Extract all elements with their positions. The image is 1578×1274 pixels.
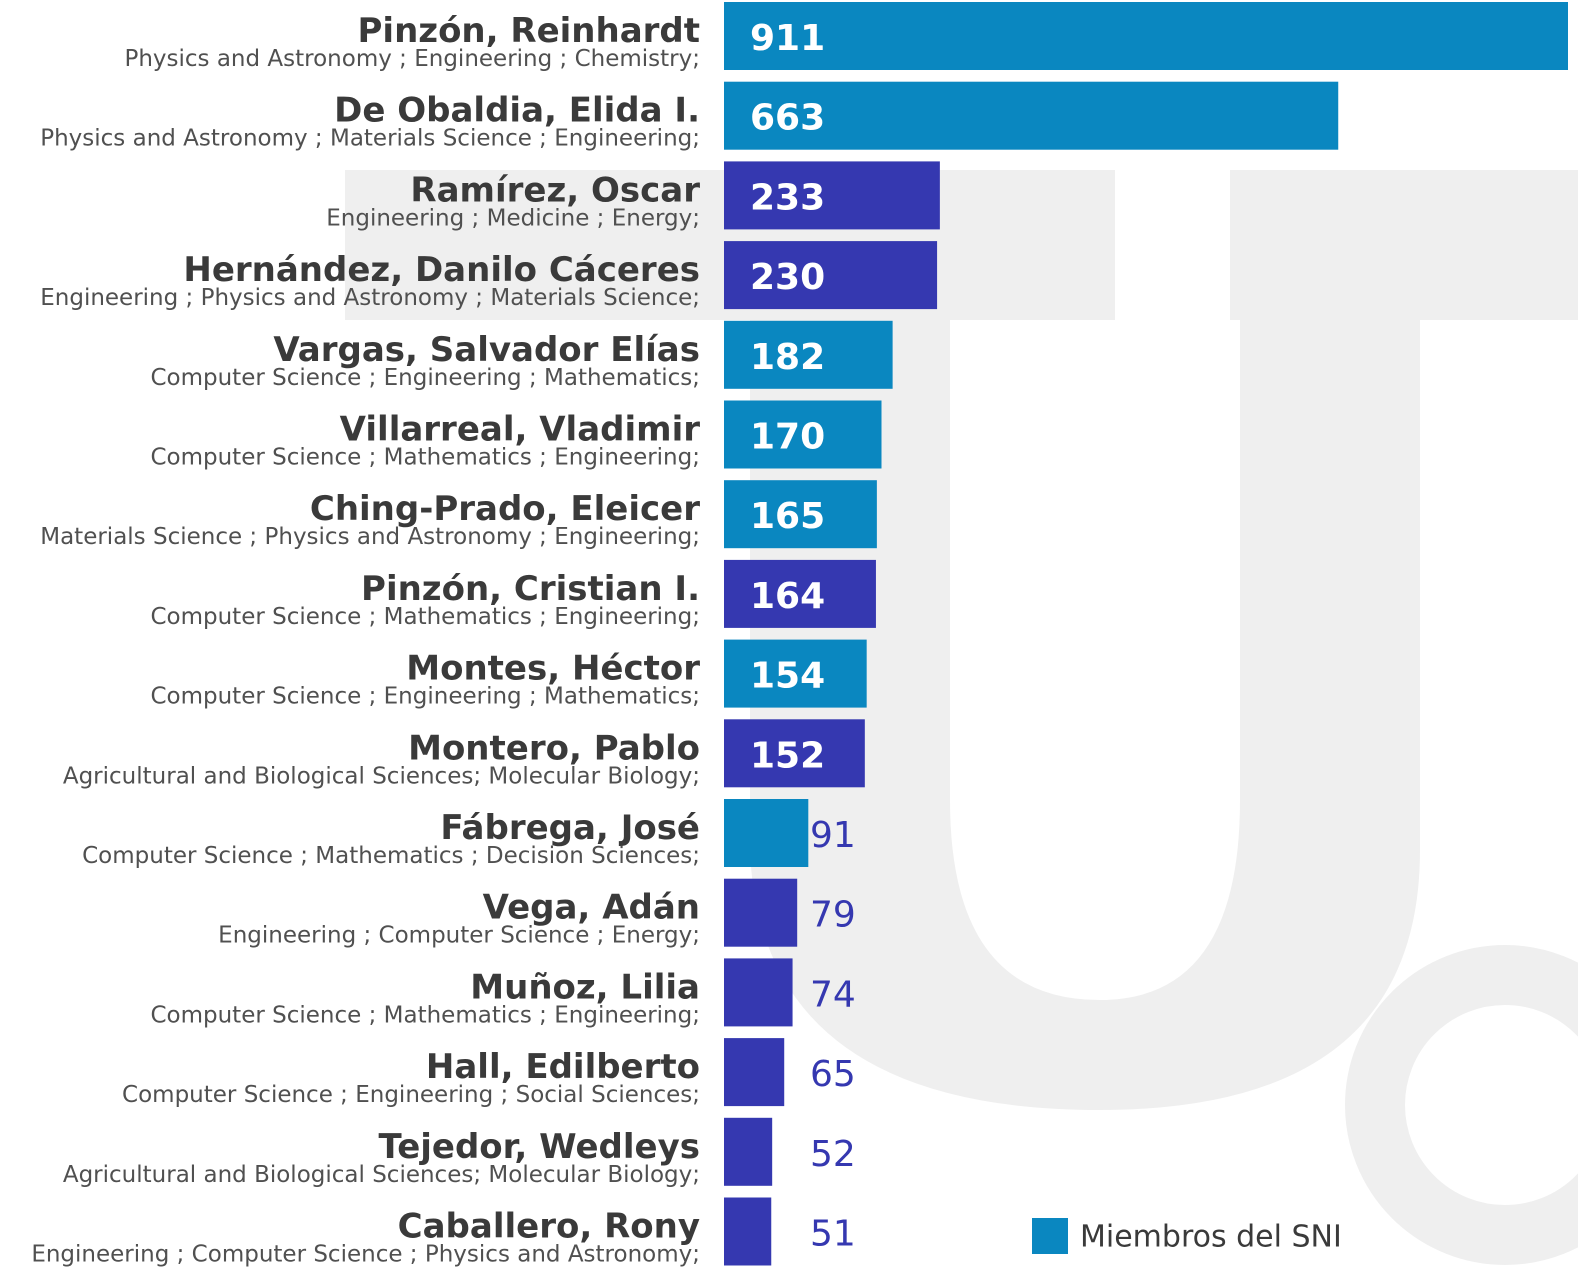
value-label: 52 — [810, 1134, 856, 1175]
value-label: 65 — [810, 1054, 856, 1095]
bar — [724, 1117, 773, 1186]
bar — [724, 320, 893, 389]
category-subtitle: Physics and Astronomy ; Engineering ; Ch… — [124, 46, 700, 72]
value-label: 91 — [810, 815, 856, 856]
category-label: Tejedor, Wedleys — [379, 1127, 700, 1167]
category-label: Hernández, Danilo Cáceres — [183, 250, 700, 290]
category-subtitle: Computer Science ; Engineering ; Mathema… — [150, 365, 700, 391]
category-subtitle: Engineering ; Computer Science ; Physics… — [31, 1242, 700, 1268]
value-label: 663 — [750, 98, 825, 139]
category-label: Pinzón, Cristian I. — [361, 569, 700, 609]
category-subtitle: Engineering ; Medicine ; Energy; — [326, 205, 700, 231]
category-label: Ramírez, Oscar — [410, 170, 700, 210]
bar — [724, 559, 876, 628]
bar — [724, 1197, 772, 1266]
value-label: 74 — [810, 974, 856, 1015]
category-label: Fábrega, José — [440, 808, 700, 848]
bar — [724, 878, 798, 947]
category-label: Montes, Héctor — [406, 649, 700, 689]
category-subtitle: Computer Science ; Engineering ; Social … — [122, 1082, 700, 1108]
bar — [724, 1038, 785, 1107]
bar — [724, 799, 809, 867]
bar — [724, 81, 1339, 150]
value-label: 152 — [750, 735, 825, 776]
legend-swatch — [1032, 1218, 1068, 1254]
category-label: Hall, Edilberto — [426, 1047, 700, 1087]
value-label: 911 — [750, 18, 825, 59]
category-label: De Obaldia, Elida I. — [334, 91, 700, 131]
category-subtitle: Computer Science ; Mathematics ; Decisio… — [82, 843, 700, 869]
bar — [724, 958, 793, 1027]
category-subtitle: Computer Science ; Mathematics ; Enginee… — [150, 445, 700, 471]
category-label: Vargas, Salvador Elías — [273, 330, 700, 370]
category-subtitle: Computer Science ; Engineering ; Mathema… — [150, 684, 700, 710]
bar — [724, 719, 865, 788]
value-label: 165 — [750, 496, 825, 537]
category-subtitle: Materials Science ; Physics and Astronom… — [40, 524, 700, 550]
category-label: Muñoz, Lilia — [470, 967, 700, 1007]
bar — [724, 400, 882, 469]
category-subtitle: Agricultural and Biological Sciences; Mo… — [63, 763, 700, 789]
bar — [724, 241, 938, 310]
category-label: Villarreal, Vladimir — [340, 410, 701, 450]
category-label: Pinzón, Reinhardt — [358, 11, 701, 51]
legend-label: Miembros del SNI — [1080, 1220, 1342, 1255]
category-subtitle: Computer Science ; Mathematics ; Enginee… — [150, 604, 700, 630]
category-subtitle: Agricultural and Biological Sciences; Mo… — [63, 1162, 700, 1188]
category-label: Ching-Prado, Eleicer — [310, 489, 700, 529]
value-label: 230 — [750, 257, 825, 298]
category-label: Caballero, Rony — [398, 1207, 700, 1247]
bar — [724, 2, 1568, 70]
value-label: 164 — [750, 576, 825, 617]
category-label: Vega, Adán — [483, 888, 700, 928]
value-label: 170 — [750, 417, 825, 458]
value-label: 233 — [750, 177, 825, 218]
category-subtitle: Engineering ; Physics and Astronomy ; Ma… — [40, 285, 700, 311]
value-label: 154 — [750, 656, 825, 697]
category-label: Montero, Pablo — [408, 728, 700, 768]
bar — [724, 161, 940, 230]
category-subtitle: Computer Science ; Mathematics ; Enginee… — [150, 1002, 700, 1028]
value-label: 79 — [810, 895, 856, 936]
value-label: 182 — [750, 337, 825, 378]
bar — [724, 480, 877, 549]
category-subtitle: Engineering ; Computer Science ; Energy; — [218, 923, 700, 949]
value-label: 51 — [810, 1214, 856, 1255]
bar — [724, 639, 867, 708]
category-subtitle: Physics and Astronomy ; Materials Scienc… — [40, 126, 700, 152]
